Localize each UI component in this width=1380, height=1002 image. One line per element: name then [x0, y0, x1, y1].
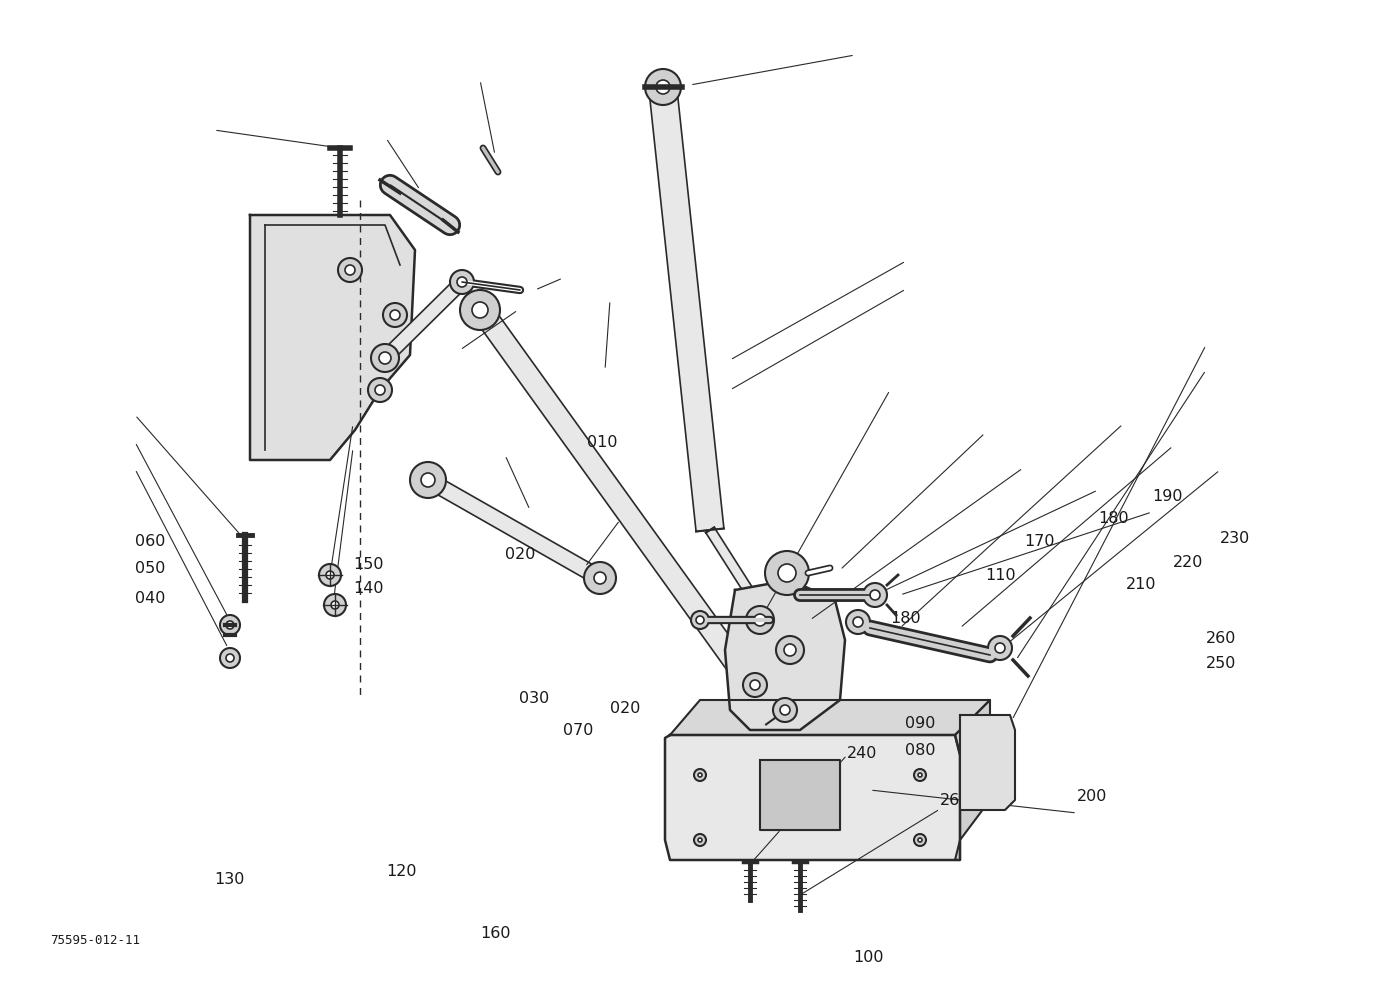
- Polygon shape: [250, 215, 415, 460]
- Circle shape: [226, 621, 235, 629]
- Circle shape: [780, 705, 789, 715]
- Circle shape: [219, 648, 240, 668]
- Circle shape: [472, 302, 489, 318]
- Circle shape: [698, 773, 702, 777]
- Text: 190: 190: [1152, 489, 1183, 504]
- Text: 220: 220: [1173, 555, 1203, 570]
- Circle shape: [691, 611, 709, 629]
- Polygon shape: [960, 715, 1016, 810]
- Circle shape: [375, 385, 385, 395]
- Circle shape: [380, 352, 391, 364]
- Polygon shape: [665, 735, 960, 860]
- Circle shape: [593, 572, 606, 584]
- Circle shape: [324, 594, 346, 616]
- Text: 030: 030: [519, 691, 549, 706]
- Circle shape: [345, 265, 355, 275]
- Circle shape: [326, 571, 334, 579]
- Text: 010: 010: [586, 435, 617, 450]
- Circle shape: [698, 838, 702, 842]
- Polygon shape: [471, 302, 784, 724]
- Circle shape: [219, 615, 240, 635]
- Circle shape: [331, 601, 339, 609]
- Text: 120: 120: [386, 864, 417, 879]
- Circle shape: [656, 80, 671, 94]
- Polygon shape: [671, 700, 989, 735]
- Circle shape: [694, 834, 707, 846]
- Text: 180: 180: [890, 611, 920, 626]
- Text: 240: 240: [847, 746, 878, 762]
- Circle shape: [753, 614, 766, 626]
- Polygon shape: [424, 473, 604, 585]
- Circle shape: [371, 344, 399, 372]
- Circle shape: [914, 834, 926, 846]
- Circle shape: [749, 680, 760, 690]
- Circle shape: [460, 290, 500, 330]
- Text: 020: 020: [505, 547, 535, 562]
- Circle shape: [450, 270, 473, 294]
- Circle shape: [694, 769, 707, 781]
- Circle shape: [778, 564, 796, 582]
- Polygon shape: [705, 527, 789, 650]
- Text: 090: 090: [905, 716, 936, 731]
- Text: 170: 170: [1024, 534, 1054, 549]
- Circle shape: [584, 562, 615, 594]
- Polygon shape: [760, 760, 840, 830]
- Circle shape: [988, 636, 1012, 660]
- Circle shape: [742, 673, 767, 697]
- Circle shape: [338, 258, 362, 282]
- Text: 150: 150: [353, 557, 384, 572]
- Polygon shape: [380, 277, 466, 363]
- Text: 040: 040: [135, 591, 166, 606]
- Text: 180: 180: [1098, 511, 1129, 526]
- Text: 160: 160: [480, 926, 511, 941]
- Text: 070: 070: [563, 723, 593, 738]
- Text: 130: 130: [214, 872, 244, 887]
- Text: 050: 050: [135, 561, 166, 576]
- Circle shape: [918, 773, 922, 777]
- Circle shape: [765, 551, 809, 595]
- Circle shape: [319, 564, 341, 586]
- Text: 140: 140: [353, 581, 384, 596]
- Text: 260: 260: [940, 793, 970, 808]
- Polygon shape: [955, 700, 989, 860]
- Circle shape: [846, 610, 869, 634]
- Circle shape: [747, 606, 774, 634]
- Circle shape: [918, 838, 922, 842]
- Circle shape: [457, 277, 466, 287]
- Text: 75595-012-11: 75595-012-11: [50, 934, 139, 947]
- Circle shape: [226, 654, 235, 662]
- Circle shape: [421, 473, 435, 487]
- Text: 020: 020: [610, 701, 640, 716]
- Circle shape: [391, 310, 400, 320]
- Polygon shape: [649, 88, 724, 531]
- Text: 250: 250: [1206, 656, 1236, 671]
- Circle shape: [384, 303, 407, 327]
- Circle shape: [995, 643, 1005, 653]
- Text: 210: 210: [1126, 577, 1156, 592]
- Circle shape: [410, 462, 446, 498]
- Circle shape: [853, 617, 862, 627]
- Circle shape: [773, 698, 798, 722]
- Text: 080: 080: [905, 743, 936, 759]
- Text: 260: 260: [1206, 631, 1236, 646]
- Polygon shape: [724, 580, 845, 730]
- Circle shape: [776, 636, 805, 664]
- Circle shape: [914, 769, 926, 781]
- Circle shape: [368, 378, 392, 402]
- Text: 200: 200: [1076, 789, 1107, 804]
- Text: 230: 230: [1220, 531, 1250, 546]
- Circle shape: [644, 69, 680, 105]
- Circle shape: [862, 583, 887, 607]
- Circle shape: [869, 590, 880, 600]
- Circle shape: [784, 644, 796, 656]
- Circle shape: [696, 616, 704, 624]
- Text: 110: 110: [985, 568, 1016, 583]
- Text: 060: 060: [135, 534, 166, 549]
- Text: 100: 100: [853, 950, 883, 965]
